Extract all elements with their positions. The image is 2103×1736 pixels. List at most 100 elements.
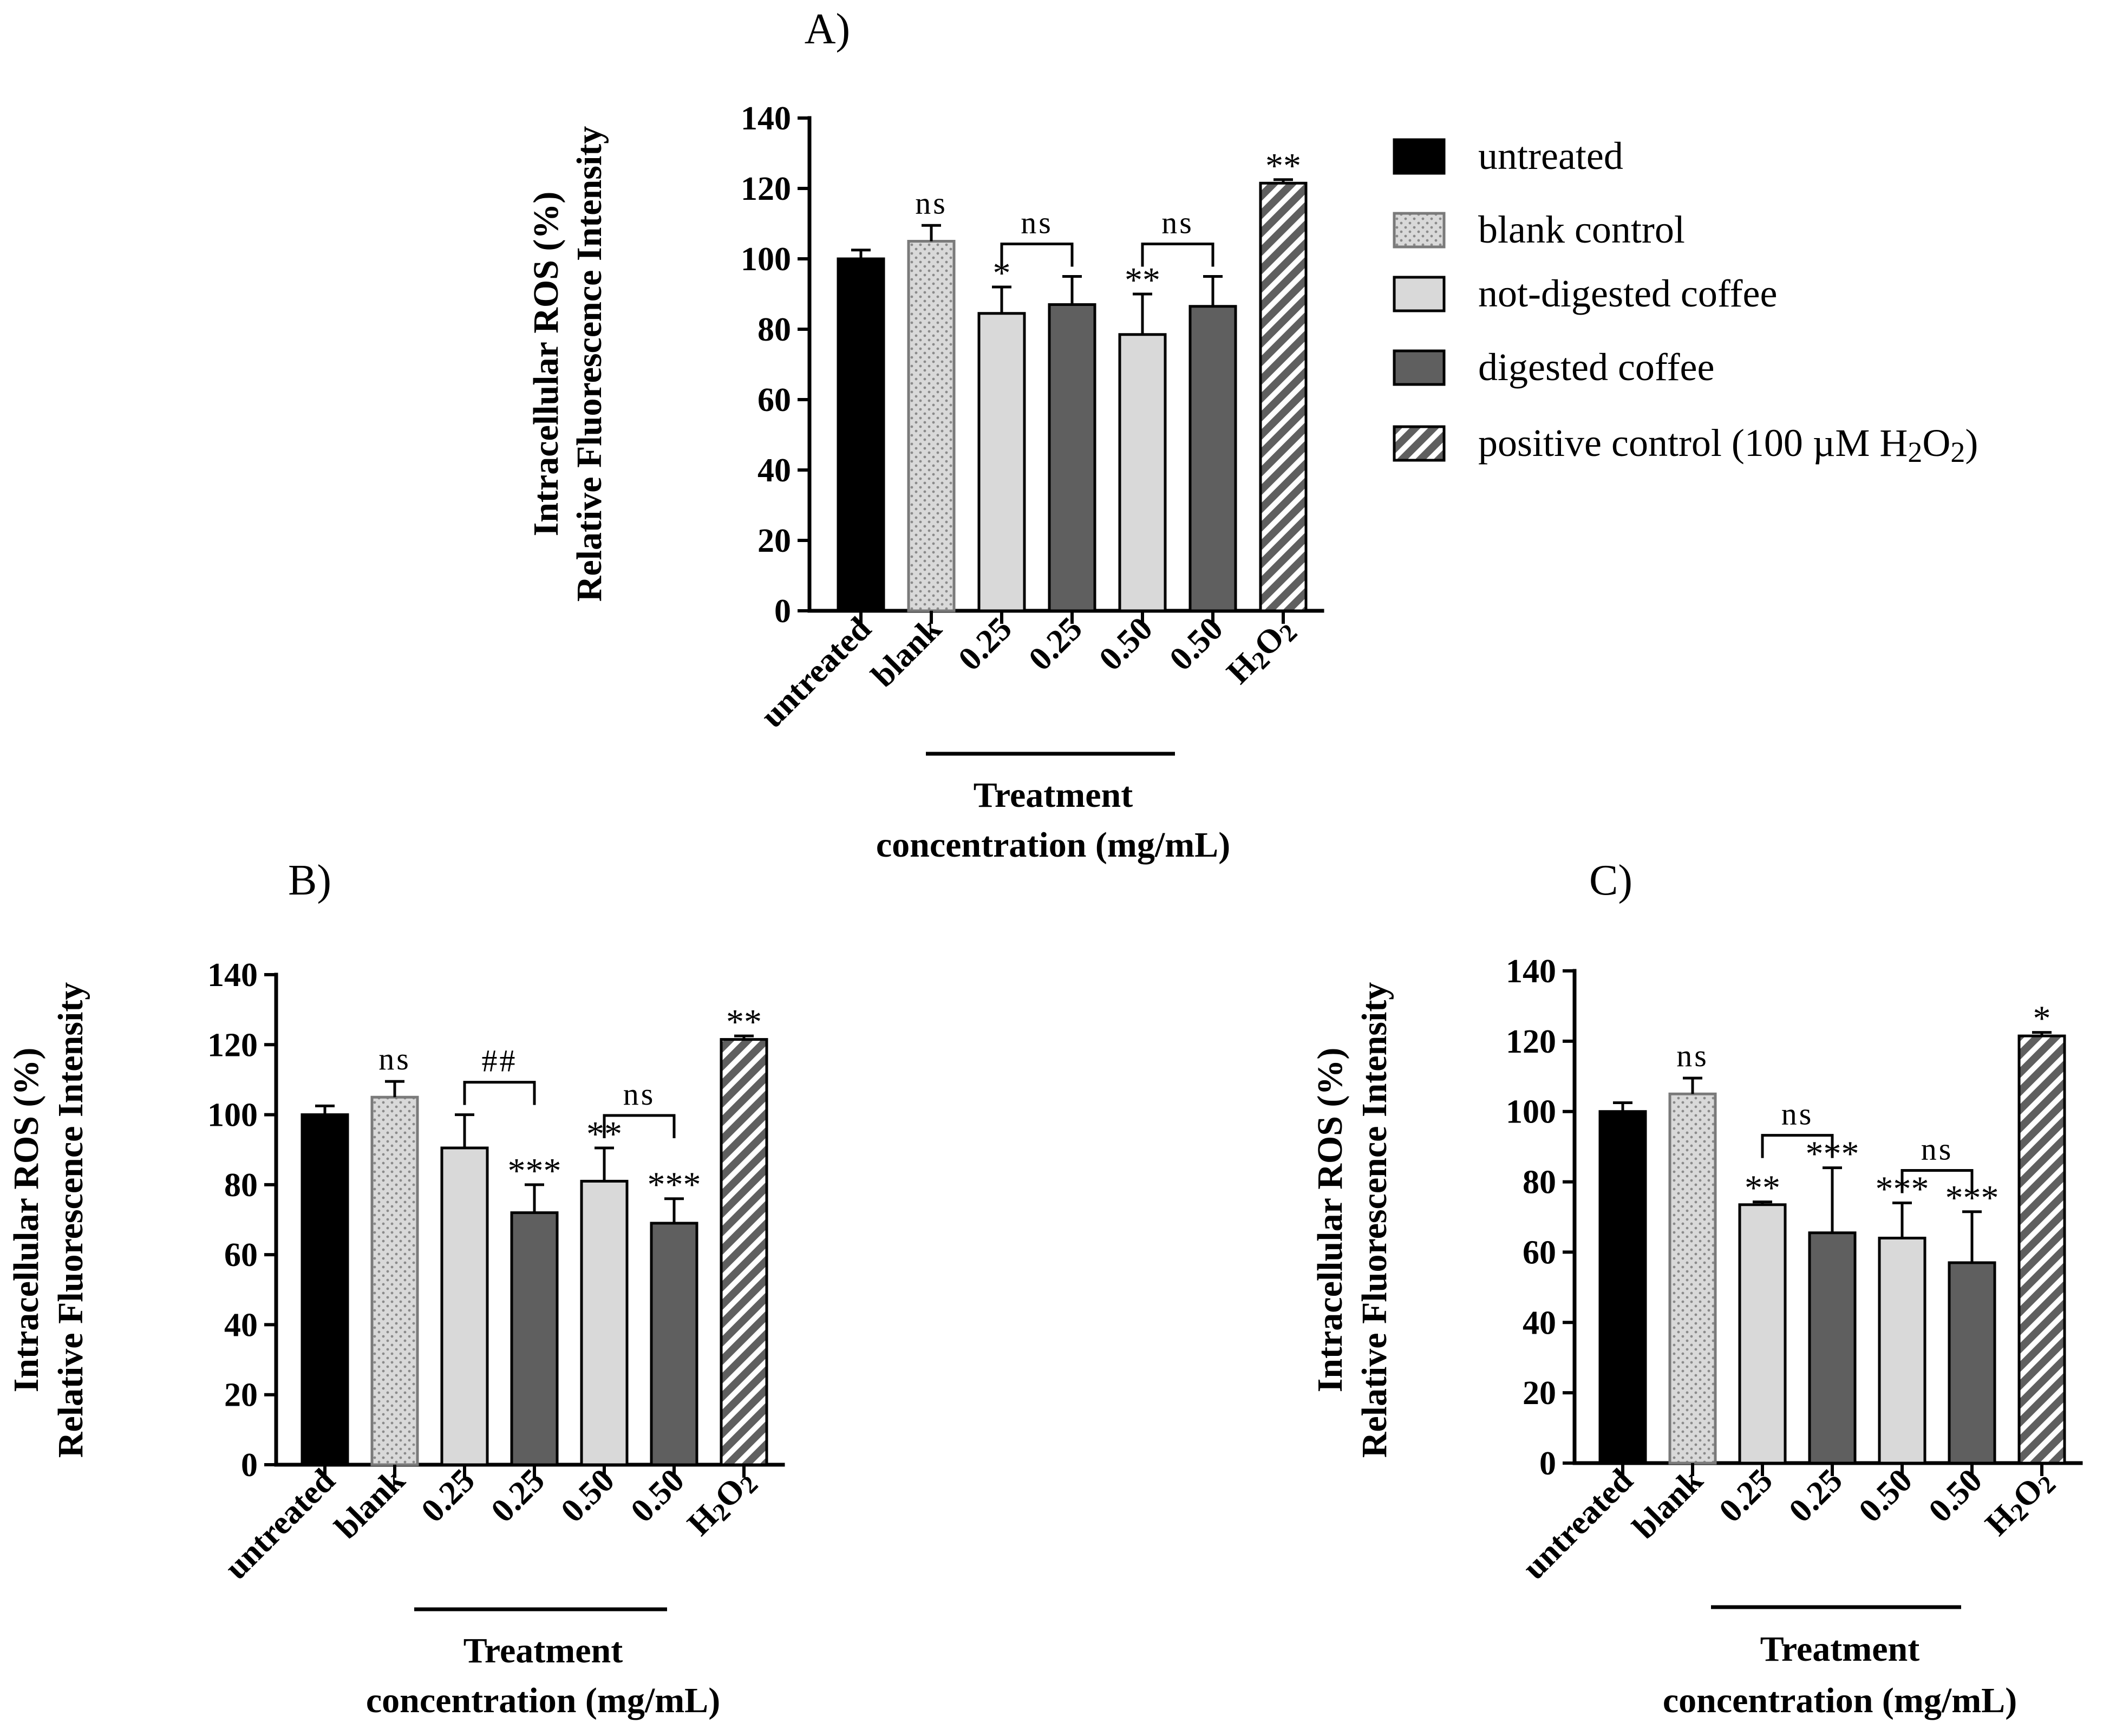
bar-digested [1948, 1261, 1996, 1465]
legend-label-blank: blank control [1478, 208, 1685, 251]
y-tick-label: 0 [1539, 1445, 1556, 1482]
x-tick-label: H2O2 [681, 1462, 764, 1545]
x-tick-label: 0.50 [1162, 610, 1230, 678]
y-tick-label: 120 [741, 171, 791, 207]
bar-untreated [837, 257, 885, 612]
legend-swatch-positive [1393, 425, 1446, 462]
bar-positive [2017, 1034, 2066, 1465]
bar-digested [1188, 305, 1237, 612]
y-axis-label-line2: Relative Fluorescence Intensity [1355, 982, 1394, 1458]
y-tick-label: 100 [1506, 1094, 1556, 1131]
comparison-bracket [1141, 243, 1214, 267]
significance-label: ** [726, 1002, 762, 1042]
bar-not_digested [1118, 333, 1167, 612]
x-tick-label: 0.25 [1782, 1462, 1850, 1530]
x-tick-label: 0.50 [554, 1462, 622, 1530]
x-tick-label: 0.50 [1922, 1462, 1989, 1530]
y-axis-label-line1: Intracellular ROS (%) [526, 192, 566, 537]
y-tick-label: 140 [741, 100, 791, 137]
x-tick-label: untreated [754, 610, 878, 735]
x-tick-label: 0.50 [1092, 610, 1160, 678]
x-tick-label: blank [865, 610, 949, 694]
y-tick-label: 20 [224, 1377, 258, 1414]
y-tick-label: 140 [207, 957, 258, 994]
y-tick-label: 20 [757, 523, 791, 559]
significance-label: ** [1745, 1169, 1780, 1208]
x-tick-label: 0.25 [1022, 610, 1089, 678]
bar-digested [650, 1222, 698, 1466]
y-axis-label-line2: Relative Fluorescence Intensity [570, 126, 609, 602]
x-tick-label: blank [1626, 1461, 1710, 1546]
bar-not_digested [440, 1146, 489, 1466]
comparison-bracket [1000, 243, 1074, 267]
bar-digested [1048, 303, 1096, 612]
bar-blank [907, 240, 956, 612]
legend-label-positive: positive control (100 µM H2O2) [1478, 421, 1978, 468]
y-tick-label: 60 [757, 382, 791, 419]
y-tick-label: 60 [1523, 1234, 1556, 1271]
x-tick-label: H2O2 [1220, 610, 1303, 694]
bar-blank [1668, 1092, 1717, 1465]
bar-untreated [1598, 1110, 1647, 1465]
legend-swatch-digested [1393, 349, 1446, 386]
y-tick-label: 0 [774, 593, 791, 630]
x-tick-label: H2O2 [1978, 1462, 2062, 1545]
y-tick-label: 0 [241, 1447, 258, 1484]
y-tick-label: 20 [1523, 1375, 1556, 1412]
y-tick-label: 80 [757, 311, 791, 348]
comparison-bracket [603, 1114, 676, 1138]
significance-label: ** [1265, 146, 1301, 186]
significance-label: *** [508, 1151, 561, 1191]
significance-label: ns [378, 1041, 411, 1076]
significance-label: ns [1676, 1038, 1709, 1073]
y-tick-label: 40 [224, 1307, 258, 1343]
comparison-label: ns [1021, 205, 1053, 240]
x-tick-label: 0.50 [1852, 1462, 1919, 1530]
x-tick-label: 0.25 [414, 1462, 482, 1530]
x-tick-label: 0.50 [624, 1462, 691, 1530]
legend-label-untreated: untreated [1478, 134, 1623, 178]
bar-digested [510, 1211, 559, 1466]
legend-label-not_digested: not-digested coffee [1478, 272, 1777, 315]
y-axis-label-line1: Intracellular ROS (%) [6, 1048, 46, 1393]
y-tick-label: 120 [207, 1027, 258, 1063]
chart-panel-a: A) Intracellular ROS (%) Relative Fluoresc… [526, 5, 1324, 865]
bar-digested [1808, 1231, 1857, 1465]
bar-blank [370, 1095, 419, 1466]
chart-panel-b: B) Intracellular ROS (%) Relative Fluoresc… [6, 857, 785, 1720]
significance-label: ns [915, 185, 948, 220]
comparison-label: ns [1161, 205, 1194, 240]
y-tick-label: 80 [1523, 1164, 1556, 1201]
panel-title: B) [288, 857, 331, 904]
x-axis-label-line2: concentration (mg/mL) [876, 825, 1230, 865]
x-tick-label: 0.25 [951, 610, 1019, 678]
y-axis-label-line2: Relative Fluorescence Intensity [51, 982, 90, 1458]
legend-swatch-blank [1393, 212, 1446, 249]
y-tick-label: 100 [207, 1097, 258, 1134]
panel-title: C) [1589, 857, 1632, 904]
x-axis-label-line1: Treatment [463, 1631, 623, 1670]
x-axis-label-line2: concentration (mg/mL) [366, 1681, 720, 1720]
bar-not_digested [1878, 1236, 1926, 1465]
comparison-label: ns [1921, 1132, 1954, 1167]
legend-swatch-untreated [1393, 138, 1446, 175]
x-tick-label: 0.25 [1712, 1462, 1780, 1530]
significance-label: * [2033, 999, 2051, 1039]
x-axis-label-line1: Treatment [1760, 1629, 1919, 1669]
bar-positive [720, 1038, 768, 1466]
bar-not_digested [977, 312, 1026, 612]
y-axis-label-line1: Intracellular ROS (%) [1310, 1048, 1350, 1393]
y-tick-label: 140 [1506, 953, 1556, 990]
y-tick-label: 60 [224, 1237, 258, 1274]
comparison-label: ns [1781, 1097, 1814, 1132]
legend: untreated blank control not-digested coffe… [1393, 134, 1978, 468]
comparison-label: ns [623, 1076, 656, 1112]
comparison-label: ## [482, 1043, 518, 1079]
legend-swatch-not_digested [1393, 276, 1446, 312]
comparison-bracket [1761, 1134, 1834, 1158]
y-tick-label: 40 [757, 452, 791, 489]
x-tick-label: 0.25 [484, 1462, 552, 1530]
panels-layer: A)Intracellular ROS (%) Relative Fluoresc… [6, 5, 2083, 1720]
x-axis-label-line2: concentration (mg/mL) [1663, 1681, 2017, 1720]
